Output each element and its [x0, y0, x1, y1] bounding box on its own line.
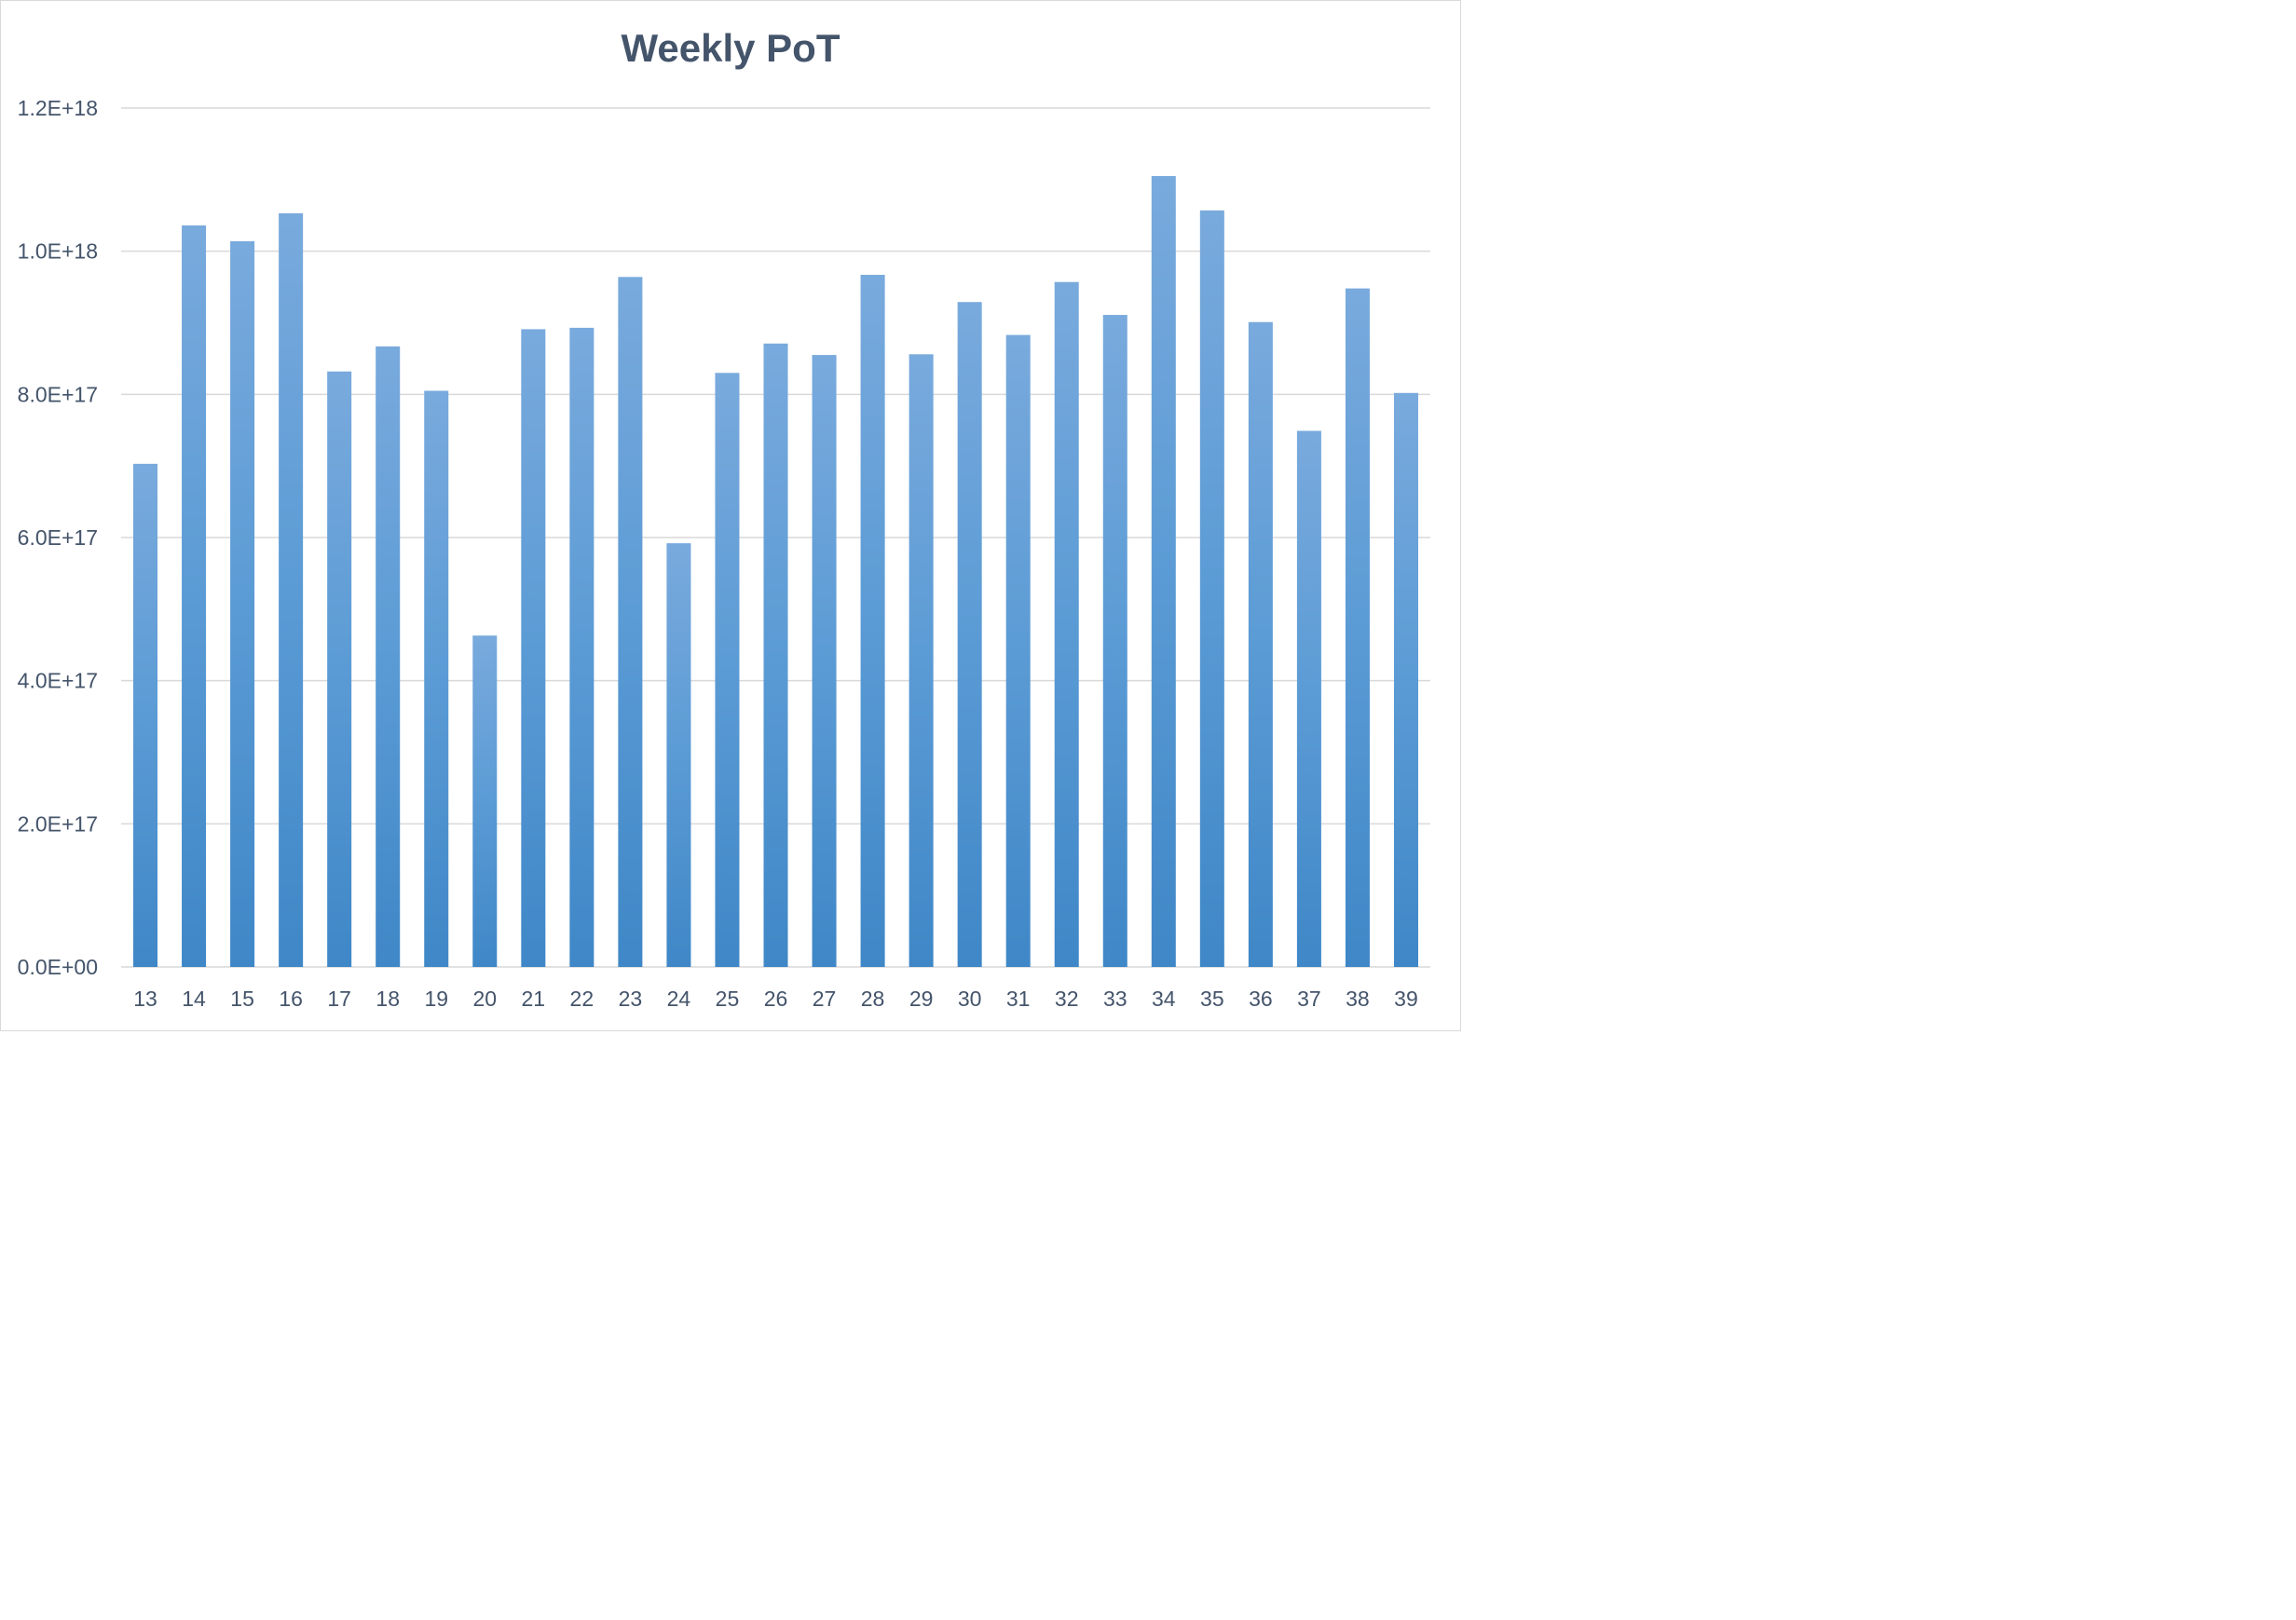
bar-chart: 0.0E+00 2.0E+17 4.0E+17 6.0E+17 8.0E+17 1.0E+…	[18, 96, 1430, 1011]
bar-week-20	[472, 635, 498, 967]
chart-title: Weekly PoT	[621, 26, 840, 70]
x-tick-label: 20	[472, 987, 497, 1011]
bar-week-15	[230, 240, 255, 967]
y-axis-tick-labels: 0.0E+00 2.0E+17 4.0E+17 6.0E+17 8.0E+17 1.0E+…	[18, 96, 98, 979]
bar-week-38	[1345, 288, 1370, 967]
bar-week-25	[715, 373, 740, 967]
x-tick-label: 18	[376, 987, 400, 1011]
y-tick-label: 1.0E+18	[18, 239, 98, 264]
bar-week-17	[327, 371, 352, 967]
bar-week-30	[957, 302, 982, 967]
y-tick-label: 0.0E+00	[18, 955, 98, 979]
y-tick-label: 4.0E+17	[18, 669, 98, 693]
bar-week-32	[1054, 281, 1079, 968]
x-tick-label: 30	[958, 987, 982, 1011]
bar-week-22	[569, 327, 594, 968]
x-tick-label: 34	[1152, 987, 1176, 1011]
bar-week-39	[1393, 392, 1418, 968]
x-tick-label: 13	[133, 987, 157, 1011]
x-tick-label: 15	[230, 987, 254, 1011]
y-tick-label: 2.0E+17	[18, 811, 98, 836]
bar-week-23	[618, 277, 643, 967]
bar-week-14	[182, 225, 207, 968]
bars	[133, 175, 1418, 968]
y-tick-label: 1.2E+18	[18, 96, 98, 120]
x-tick-label: 24	[667, 987, 691, 1011]
x-tick-label: 37	[1297, 987, 1321, 1011]
x-tick-label: 22	[570, 987, 594, 1011]
bar-week-29	[909, 354, 934, 968]
x-tick-label: 25	[716, 987, 740, 1011]
bar-week-34	[1151, 175, 1176, 967]
bar-week-28	[860, 275, 885, 967]
x-tick-label: 38	[1346, 987, 1370, 1011]
x-tick-label: 33	[1103, 987, 1128, 1011]
bar-week-13	[133, 463, 158, 967]
x-tick-label: 32	[1055, 987, 1079, 1011]
x-tick-label: 17	[327, 987, 351, 1011]
bar-week-24	[666, 543, 691, 967]
bar-week-36	[1248, 321, 1273, 967]
x-tick-label: 27	[813, 987, 837, 1011]
bar-week-33	[1102, 315, 1128, 967]
x-tick-label: 29	[909, 987, 934, 1011]
bar-week-31	[1005, 334, 1031, 968]
x-axis-tick-labels: 13 14 15 16 17 18 19 20 21 22 23 24 25 26 27 28 29 30 31 32…	[133, 987, 1418, 1011]
x-tick-label: 23	[619, 987, 643, 1011]
bar-week-37	[1296, 430, 1321, 968]
bar-week-35	[1199, 210, 1224, 967]
bar-week-18	[376, 346, 401, 968]
x-tick-label: 35	[1200, 987, 1224, 1011]
bar-week-21	[521, 329, 546, 967]
x-tick-label: 28	[861, 987, 885, 1011]
bar-week-27	[812, 355, 837, 967]
x-tick-label: 26	[764, 987, 788, 1011]
x-tick-label: 39	[1394, 987, 1418, 1011]
bar-week-26	[763, 343, 788, 967]
bar-week-19	[424, 390, 449, 967]
x-tick-label: 16	[279, 987, 303, 1011]
x-tick-label: 21	[522, 987, 546, 1011]
x-tick-label: 36	[1249, 987, 1273, 1011]
y-tick-label: 6.0E+17	[18, 525, 98, 550]
x-tick-label: 19	[424, 987, 448, 1011]
y-tick-label: 8.0E+17	[18, 382, 98, 406]
x-tick-label: 14	[182, 987, 206, 1011]
bar-week-16	[279, 212, 304, 967]
x-tick-label: 31	[1006, 987, 1031, 1011]
